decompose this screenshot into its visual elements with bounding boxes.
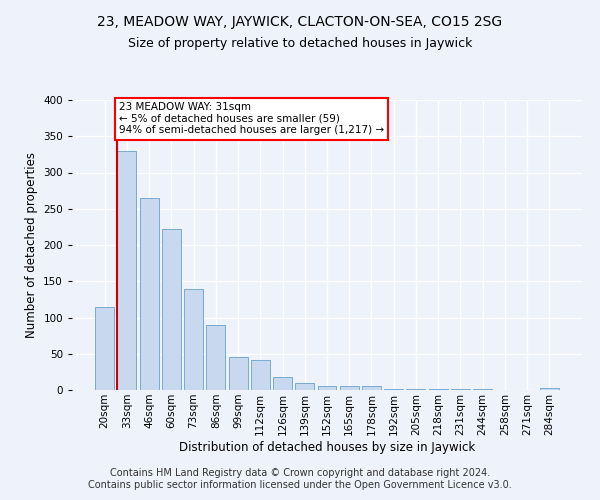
Bar: [162, 229, 181, 390]
Bar: [251, 360, 270, 390]
Bar: [229, 358, 248, 390]
Bar: [340, 386, 359, 390]
Text: Distribution of detached houses by size in Jaywick: Distribution of detached houses by size …: [179, 441, 475, 454]
Bar: [540, 388, 559, 390]
Bar: [184, 288, 203, 390]
Bar: [362, 386, 381, 390]
Bar: [295, 384, 314, 390]
Bar: [118, 151, 136, 390]
Text: 23 MEADOW WAY: 31sqm
← 5% of detached houses are smaller (59)
94% of semi-detach: 23 MEADOW WAY: 31sqm ← 5% of detached ho…: [119, 102, 384, 136]
Bar: [140, 198, 158, 390]
Text: Size of property relative to detached houses in Jaywick: Size of property relative to detached ho…: [128, 38, 472, 51]
Bar: [273, 377, 292, 390]
Bar: [95, 306, 114, 390]
Bar: [206, 325, 225, 390]
Bar: [406, 388, 425, 390]
Y-axis label: Number of detached properties: Number of detached properties: [25, 152, 38, 338]
Text: 23, MEADOW WAY, JAYWICK, CLACTON-ON-SEA, CO15 2SG: 23, MEADOW WAY, JAYWICK, CLACTON-ON-SEA,…: [97, 15, 503, 29]
Bar: [317, 386, 337, 390]
Text: Contains HM Land Registry data © Crown copyright and database right 2024.
Contai: Contains HM Land Registry data © Crown c…: [88, 468, 512, 490]
Bar: [429, 388, 448, 390]
